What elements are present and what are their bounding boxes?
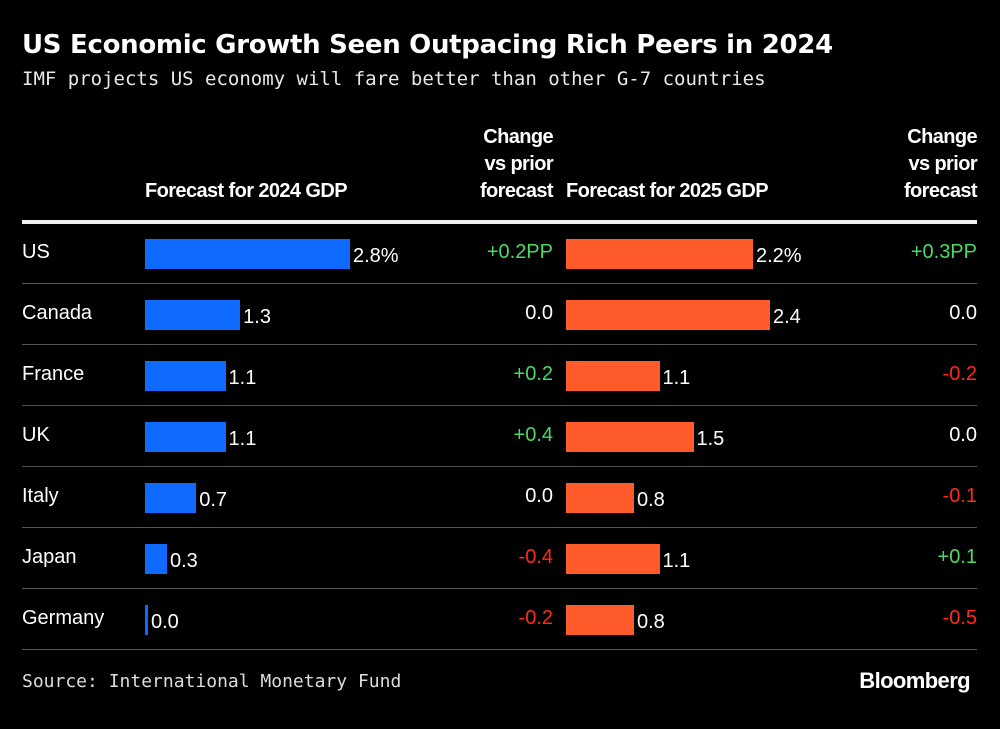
value-label-2025: 0.8	[637, 610, 665, 633]
change-2025: -0.5	[942, 606, 977, 629]
bar-2024	[145, 360, 226, 391]
country-label: France	[22, 362, 85, 385]
bar-2025	[566, 360, 660, 391]
row-divider	[22, 649, 977, 650]
bar-2024	[145, 238, 350, 269]
chart-subtitle: IMF projects US economy will fare better…	[22, 68, 766, 90]
change-2024: 0.0	[525, 301, 553, 324]
header-line: vs prior	[908, 153, 977, 175]
change-2024: -0.2	[518, 606, 553, 629]
bar-2025	[566, 604, 634, 635]
row-divider	[22, 283, 977, 284]
change-2024: -0.4	[518, 545, 553, 568]
value-label-2024: 1.1	[228, 427, 257, 450]
row-divider	[22, 466, 977, 467]
bar-2024	[145, 604, 148, 635]
change-2024: +0.4	[513, 423, 553, 446]
change-2025: 0.0	[949, 423, 977, 446]
bar-2025	[566, 543, 660, 574]
value-label-2025: 0.8	[637, 488, 665, 511]
header-line: Change	[907, 126, 977, 148]
chart-title: US Economic Growth Seen Outpacing Rich P…	[22, 30, 833, 60]
bar-2025	[566, 238, 753, 269]
bar-2024	[145, 299, 241, 330]
header-change-2025: Change vs prior forecast	[903, 124, 978, 205]
header-line: Change	[483, 126, 553, 148]
value-label-2024: 0.3	[169, 549, 198, 572]
bar-2025	[566, 421, 694, 452]
bloomberg-logo: Bloomberg	[859, 668, 970, 693]
header-line: forecast	[479, 180, 554, 202]
country-label: Italy	[22, 484, 59, 507]
row-divider	[22, 405, 977, 406]
header-rule	[22, 220, 977, 224]
value-label-2024: 1.1	[228, 366, 257, 389]
row-divider	[22, 527, 977, 528]
header-gdp-2024: Forecast for 2024 GDP	[145, 180, 348, 202]
change-2024: 0.0	[525, 484, 553, 507]
value-label-2024: 2.8%	[352, 244, 399, 267]
change-2025: +0.3PP	[910, 240, 977, 263]
change-2024: +0.2	[513, 362, 553, 385]
value-label-2025: 1.1	[662, 366, 691, 389]
row-divider	[22, 344, 977, 345]
change-2024: +0.2PP	[486, 240, 553, 263]
value-label-2025: 2.2%	[756, 244, 802, 267]
value-label-2024: 1.3	[243, 305, 271, 328]
value-label-2025: 1.1	[662, 549, 691, 572]
header-line: forecast	[903, 180, 978, 202]
country-label: UK	[22, 423, 50, 446]
bar-2024	[145, 482, 197, 513]
change-2025: -0.1	[942, 484, 977, 507]
country-label: Japan	[22, 545, 77, 568]
source-note: Source: International Monetary Fund	[22, 671, 402, 692]
change-2025: 0.0	[949, 301, 977, 324]
change-2025: +0.1	[937, 545, 977, 568]
value-label-2024: 0.7	[199, 488, 228, 511]
bar-2024	[145, 421, 226, 452]
row-divider	[22, 588, 977, 589]
bar-2025	[566, 482, 634, 513]
bar-2024	[145, 543, 167, 574]
header-gdp-2025: Forecast for 2025 GDP	[566, 180, 769, 202]
country-label: Canada	[22, 301, 93, 324]
value-label-2025: 1.5	[696, 427, 725, 450]
header-change-2024: Change vs prior forecast	[479, 124, 554, 205]
bar-2025	[566, 299, 770, 330]
value-label-2024: 0.0	[151, 610, 179, 633]
country-label: Germany	[22, 606, 105, 629]
country-label: US	[22, 240, 50, 263]
value-label-2025: 2.4	[773, 305, 801, 328]
change-2025: -0.2	[942, 362, 977, 385]
header-line: vs prior	[484, 153, 553, 175]
